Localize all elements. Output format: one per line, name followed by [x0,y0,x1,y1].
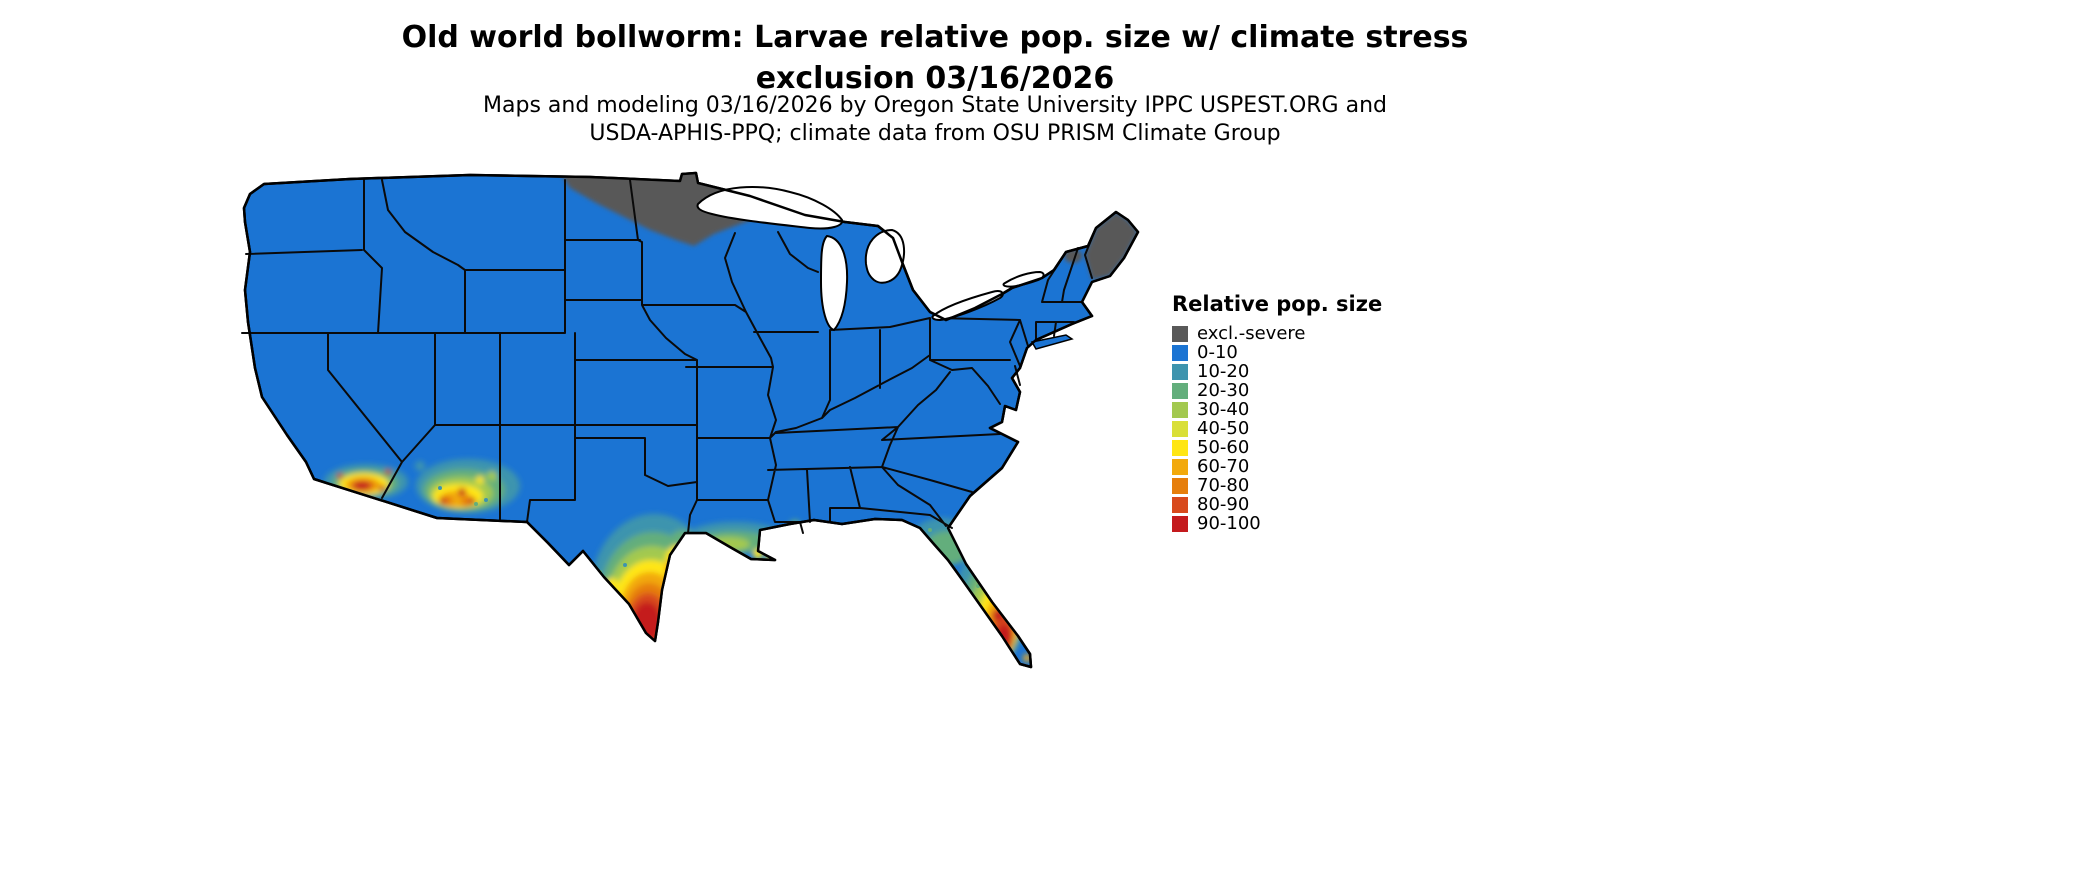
page-title: Old world bollworm: Larvae relative pop.… [0,18,1870,99]
legend-item: 70-80 [1172,476,1392,495]
exclusion-region-maine [1085,212,1138,280]
great-lakes [696,186,1045,332]
title-line-1: Old world bollworm: Larvae relative pop.… [401,20,1469,55]
legend-label: 30-40 [1197,399,1250,420]
us-outline [242,171,1140,669]
legend-label: 10-20 [1197,361,1250,382]
legend-item: excl.-severe [1172,324,1392,343]
lake-superior [696,186,844,230]
legend-swatch-40-50 [1172,420,1188,437]
exclusion-speck-vt [1048,260,1056,268]
legend-label: 0-10 [1197,342,1238,363]
us-map-svg [241,171,1140,669]
legend-swatch-60-70 [1172,458,1188,475]
legend-label: 40-50 [1197,418,1250,439]
legend-label: 90-100 [1197,513,1261,534]
legend-item: 40-50 [1172,419,1392,438]
legend-label: 60-70 [1197,456,1250,477]
long-island [1030,334,1074,350]
legend-item: 30-40 [1172,400,1392,419]
legend-item: 10-20 [1172,362,1392,381]
legend-label: 70-80 [1197,475,1250,496]
legend-title: Relative pop. size [1172,292,1383,316]
legend-item: 50-60 [1172,438,1392,457]
legend-label: 20-30 [1197,380,1250,401]
legend-swatch-90-100 [1172,515,1188,532]
legend-label: 80-90 [1197,494,1250,515]
legend-item: 0-10 [1172,343,1392,362]
legend-swatch-70-80 [1172,477,1188,494]
legend-label: 50-60 [1197,437,1250,458]
legend-item: 90-100 [1172,514,1392,533]
legend-swatch-excl-severe [1172,325,1188,342]
legend-swatch-30-40 [1172,401,1188,418]
legend-swatch-50-60 [1172,439,1188,456]
legend-label: excl.-severe [1197,323,1306,344]
subtitle-line-2: USDA-APHIS-PPQ; climate data from OSU PR… [589,120,1281,146]
subtitle-line-1: Maps and modeling 03/16/2026 by Oregon S… [483,93,1387,118]
subtitle: Maps and modeling 03/16/2026 by Oregon S… [0,92,1870,147]
us-map [230,170,1140,670]
legend-swatch-80-90 [1172,496,1188,513]
title-line-2: exclusion 03/16/2026 [755,60,1115,96]
legend: Relative pop. size excl.-severe 0-10 10-… [1172,292,1392,533]
legend-swatch-0-10 [1172,344,1188,361]
heat-class-80-90 [629,593,1013,653]
legend-swatch-10-20 [1172,363,1188,380]
legend-item: 80-90 [1172,495,1392,514]
legend-item: 60-70 [1172,457,1392,476]
us-landmass [242,171,1140,669]
legend-item: 20-30 [1172,381,1392,400]
lake-michigan [819,234,849,332]
legend-swatch-20-30 [1172,382,1188,399]
lake-erie [931,290,1004,322]
state-borders [241,179,1097,534]
